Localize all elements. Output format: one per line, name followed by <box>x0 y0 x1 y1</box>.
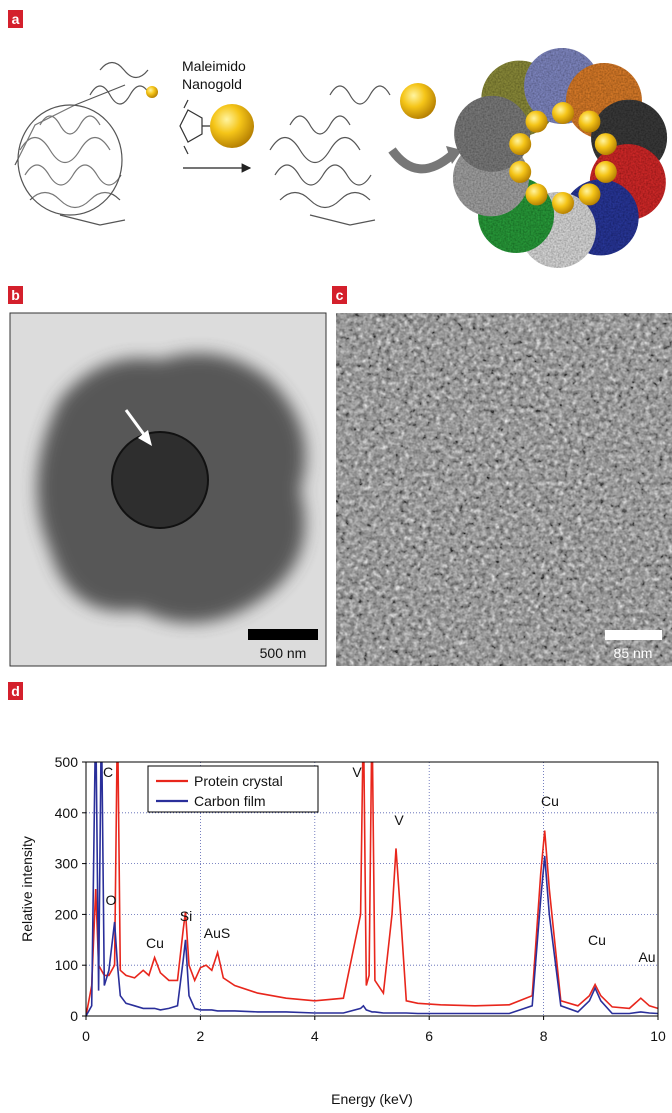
x-tick-label: 6 <box>425 1028 433 1044</box>
panel-letter: c <box>336 287 344 303</box>
y-tick-label: 200 <box>55 906 79 922</box>
x-tick-label: 0 <box>82 1028 90 1044</box>
tem-image: 500 nm <box>10 313 326 666</box>
scale-bar <box>605 630 662 640</box>
x-tick-label: 4 <box>311 1028 319 1044</box>
protein-ribbon <box>270 86 390 225</box>
peak-label: O <box>106 892 117 908</box>
peak-label: Cu <box>541 793 559 809</box>
y-tick-label: 400 <box>55 805 79 821</box>
nanogold <box>509 161 531 183</box>
panel-label: c <box>332 286 347 304</box>
panel-label: d <box>8 682 23 700</box>
nanogold <box>526 111 548 133</box>
legend-label: Protein crystal <box>194 773 283 789</box>
peak-label: V <box>352 764 362 780</box>
y-tick-label: 0 <box>70 1008 78 1024</box>
peak-label: Au <box>638 949 655 965</box>
nanogold <box>578 183 600 205</box>
nanogold <box>526 183 548 205</box>
peak-label: Cu <box>588 932 606 948</box>
nanogold <box>552 102 574 124</box>
protein-ribbon <box>15 63 150 226</box>
y-tick-label: 300 <box>55 856 79 872</box>
scale-label: 85 nm <box>614 645 653 661</box>
nanogold <box>509 133 531 155</box>
nanogold <box>552 192 574 214</box>
scale-bar <box>248 629 318 640</box>
panel-letter: b <box>11 287 20 303</box>
peak-label: AuS <box>204 925 230 941</box>
nanogold <box>578 111 600 133</box>
protein-ring <box>453 48 667 268</box>
nanogold <box>595 161 617 183</box>
legend-label: Carbon film <box>194 793 266 809</box>
panel-letter: a <box>12 11 20 27</box>
figure: a b c d Maleimido Nanogold 500 nm <box>0 0 672 1113</box>
peak-label: V <box>394 812 404 828</box>
gold-atom <box>146 86 158 98</box>
panel-label: a <box>8 10 23 28</box>
maleimide <box>180 100 212 154</box>
x-axis-label: Energy (keV) <box>331 1091 413 1107</box>
curved-arrow <box>392 150 452 169</box>
peak-label: Si <box>180 908 192 924</box>
panel-letter: d <box>11 683 20 699</box>
panel-label: b <box>8 286 23 304</box>
lattice-image: 85 nm <box>336 313 672 666</box>
x-tick-label: 10 <box>650 1028 666 1044</box>
y-axis-label: Relative intensity <box>19 836 35 942</box>
legend: Protein crystal Carbon film <box>148 766 318 812</box>
y-tick-label: 100 <box>55 957 79 973</box>
reagent-name: Maleimido <box>182 58 246 74</box>
nanogold <box>400 83 436 119</box>
x-tick-label: 8 <box>540 1028 548 1044</box>
reagent-name: Nanogold <box>182 76 242 92</box>
nanogold <box>210 104 254 148</box>
peak-label: C <box>103 764 113 780</box>
y-tick-label: 500 <box>55 754 79 770</box>
nanogold <box>595 133 617 155</box>
spectrum-chart: 0 100 200 300 400 500 0 2 4 6 8 10 Energy (keV) Relat… <box>19 711 666 1107</box>
peak-label: Cu <box>146 935 164 951</box>
scale-label: 500 nm <box>260 645 307 661</box>
x-tick-label: 2 <box>197 1028 205 1044</box>
